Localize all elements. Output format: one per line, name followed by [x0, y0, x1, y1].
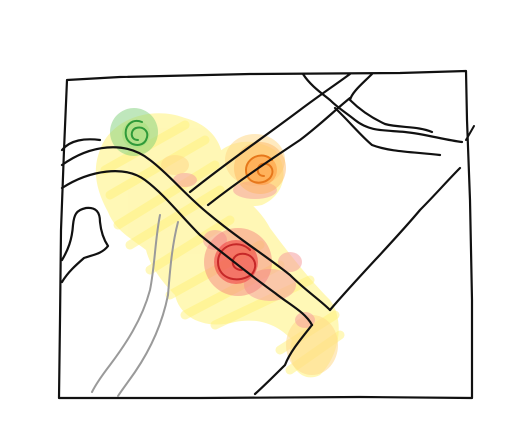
secondary-road-right-edge [117, 221, 179, 397]
top-right-road-c [333, 106, 442, 157]
east-road-edge [328, 166, 462, 312]
frame-tick [465, 125, 475, 141]
northeast-road-lower-edge [206, 96, 352, 207]
northeast-road-upper-edge [188, 72, 352, 194]
road-layer [60, 72, 464, 396]
top-right-road-b [348, 72, 434, 134]
secondary-road-left-edge [91, 214, 161, 393]
secondary-road [91, 214, 179, 397]
green-hotspot [110, 108, 158, 156]
pink-patches [173, 173, 315, 328]
map-frame [57, 69, 474, 400]
main-road-upper-edge [60, 146, 332, 312]
upper-left-parcel [60, 138, 102, 152]
red-hotspot [204, 228, 272, 296]
southeast-road-edge [253, 323, 314, 396]
main-road-lower-edge [60, 170, 314, 327]
left-parcel [60, 206, 110, 284]
top-right-road-a [301, 72, 464, 144]
